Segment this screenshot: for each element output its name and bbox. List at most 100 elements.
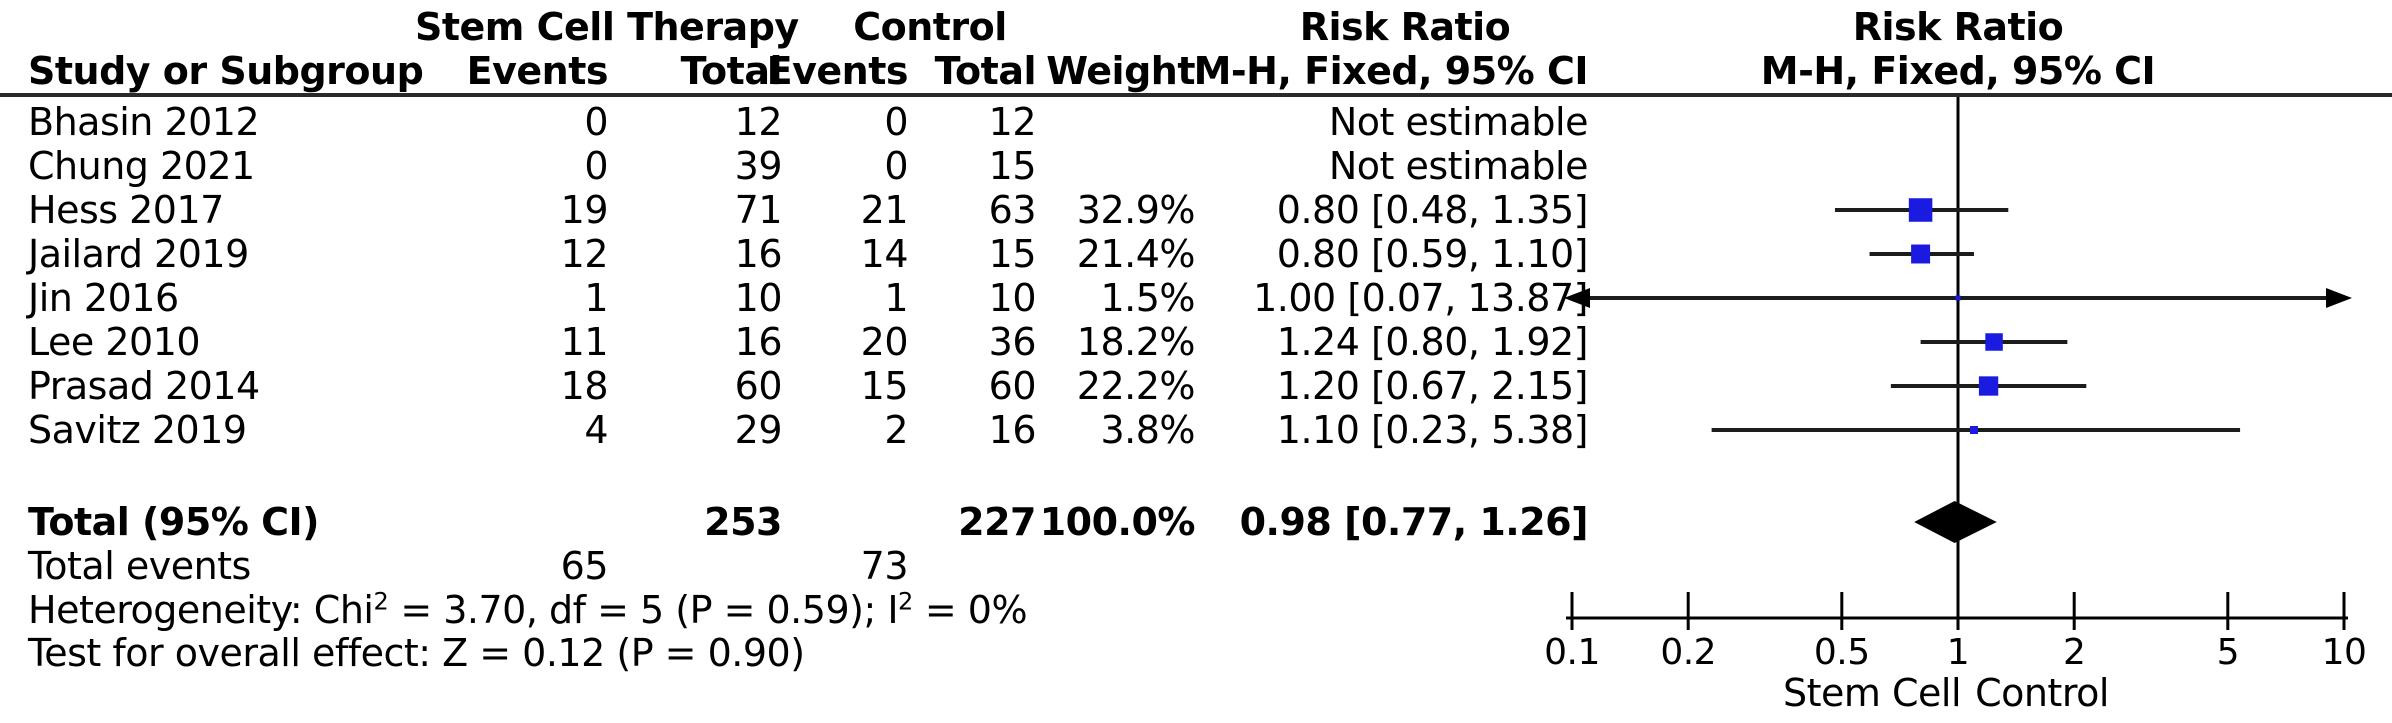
total-rr-ci: 0.98 [0.77, 1.26]	[1239, 500, 1589, 544]
overall-effect-text: Test for overall effect: Z = 0.12 (P = 0…	[28, 631, 805, 675]
total-ctl-cell: 10	[988, 276, 1037, 320]
col-header-weight: Weight	[1046, 49, 1195, 93]
rr-ci-cell: 1.20 [0.67, 2.15]	[1276, 364, 1589, 408]
rr-ci-cell: Not estimable	[1328, 144, 1589, 188]
group-header-row: Stem Cell Therapy Control Risk Ratio Ris…	[0, 5, 2392, 49]
events-ctl-cell: 2	[884, 408, 908, 452]
total-ctl-n: 227	[958, 500, 1036, 544]
rr-ci-cell: 0.80 [0.48, 1.35]	[1276, 188, 1589, 232]
rr-ci-cell: 1.10 [0.23, 5.38]	[1276, 408, 1589, 452]
total-exp-cell: 29	[734, 408, 783, 452]
i-superscript: 2	[898, 587, 914, 616]
total-exp-cell: 10	[734, 276, 783, 320]
events-ctl-cell: 14	[860, 232, 909, 276]
col-header-method: M-H, Fixed, 95% CI	[1193, 49, 1589, 93]
table-row: Jailard 2019 12 16 14 15 21.4% 0.80 [0.59, 1.1…	[0, 232, 2392, 276]
rr-ci-cell: 1.24 [0.80, 1.92]	[1276, 320, 1589, 364]
total-ctl-cell: 15	[988, 232, 1037, 276]
events-exp-cell: 11	[560, 320, 609, 364]
heterogeneity-line: Heterogeneity: Chi2 = 3.70, df = 5 (P = …	[28, 588, 2392, 632]
total-exp-cell: 12	[734, 100, 783, 144]
table-row: Prasad 2014 18 60 15 60 22.2% 1.20 [0.67, 2.15…	[0, 364, 2392, 408]
events-ctl-cell: 21	[860, 188, 909, 232]
study-name: Savitz 2019	[28, 408, 247, 452]
column-header-row: Study or Subgroup Events Total Events To…	[0, 49, 2392, 93]
heterogeneity-text-end: = 0%	[913, 588, 1028, 632]
total-exp-cell: 60	[734, 364, 783, 408]
group-header-control: Control	[853, 5, 1007, 49]
total-exp-cell: 16	[734, 320, 783, 364]
heterogeneity-text: Heterogeneity: Chi	[28, 588, 374, 632]
events-ctl-cell: 1	[884, 276, 908, 320]
group-header-risk-ratio: Risk Ratio	[1299, 5, 1511, 49]
events-ctl-cell: 15	[860, 364, 909, 408]
total-exp-cell: 39	[734, 144, 783, 188]
favours-left-label: Stem Cell	[1783, 671, 1961, 715]
events-exp-cell: 4	[584, 408, 608, 452]
weight-cell: 32.9%	[1076, 188, 1196, 232]
study-name: Prasad 2014	[28, 364, 260, 408]
total-ctl-cell: 63	[988, 188, 1037, 232]
plot-header-method: M-H, Fixed, 95% CI	[1760, 49, 2156, 93]
total-exp-cell: 71	[734, 188, 783, 232]
heterogeneity-text-mid: = 3.70, df = 5 (P = 0.59); I	[388, 588, 899, 632]
total-ctl-cell: 36	[988, 320, 1037, 364]
study-name: Lee 2010	[28, 320, 201, 364]
group-header-experimental: Stem Cell Therapy	[415, 5, 799, 49]
weight-cell	[975, 100, 1195, 144]
total-weight: 100.0%	[1039, 500, 1196, 544]
weight-cell: 21.4%	[1076, 232, 1196, 276]
events-ctl-cell: 20	[860, 320, 909, 364]
total-ctl-cell: 60	[988, 364, 1037, 408]
weight-cell: 22.2%	[1076, 364, 1196, 408]
total-events-exp: 65	[560, 544, 609, 588]
table-row: Savitz 2019 4 29 2 16 3.8% 1.10 [0.23, 5.38]	[0, 408, 2392, 452]
table-row: Jin 2016 1 10 1 10 1.5% 1.00 [0.07, 13.87]	[0, 276, 2392, 320]
study-name: Hess 2017	[28, 188, 224, 232]
weight-cell: 3.8%	[1100, 408, 1195, 452]
total-events-label: Total events	[28, 544, 251, 588]
col-header-study: Study or Subgroup	[28, 49, 424, 93]
table-row: Chung 2021 0 39 0 15 Not estimable	[0, 144, 2392, 188]
col-header-total-exp: Total	[680, 49, 783, 93]
table-row: Bhasin 2012 0 12 0 12 Not estimable	[0, 100, 2392, 144]
weight-cell: 1.5%	[1100, 276, 1195, 320]
weight-cell: 18.2%	[1076, 320, 1196, 364]
total-ctl-cell: 12	[988, 100, 1037, 144]
events-ctl-cell: 0	[884, 100, 908, 144]
events-exp-cell: 1	[584, 276, 608, 320]
col-header-events-exp: Events	[466, 49, 609, 93]
study-name: Jin 2016	[28, 276, 179, 320]
events-exp-cell: 19	[560, 188, 609, 232]
events-ctl-cell: 0	[884, 144, 908, 188]
header-divider	[0, 93, 2392, 97]
events-exp-cell: 18	[560, 364, 609, 408]
rr-ci-cell: Not estimable	[1328, 100, 1589, 144]
total-exp-n: 253	[704, 500, 782, 544]
study-name: Chung 2021	[28, 144, 255, 188]
table-row: Hess 2017 19 71 21 63 32.9% 0.80 [0.48, 1.35]	[0, 188, 2392, 232]
favours-right-label: Control	[1975, 671, 2109, 715]
events-exp-cell: 0	[584, 144, 608, 188]
plot-header-risk-ratio: Risk Ratio	[1852, 5, 2064, 49]
col-header-total-ctl: Total	[934, 49, 1037, 93]
col-header-events-ctl: Events	[766, 49, 909, 93]
total-ctl-cell: 15	[988, 144, 1037, 188]
events-exp-cell: 0	[584, 100, 608, 144]
study-name: Bhasin 2012	[28, 100, 260, 144]
weight-cell	[975, 144, 1195, 188]
total-events-ctl: 73	[860, 544, 909, 588]
total-exp-cell: 16	[734, 232, 783, 276]
chi-superscript: 2	[373, 587, 389, 616]
rr-ci-cell: 1.00 [0.07, 13.87]	[1253, 276, 1588, 320]
total-ctl-cell: 16	[988, 408, 1037, 452]
table-row: Lee 2010 11 16 20 36 18.2% 1.24 [0.80, 1.92]	[0, 320, 2392, 364]
rr-ci-cell: 0.80 [0.59, 1.10]	[1276, 232, 1589, 276]
overall-effect-line: Test for overall effect: Z = 0.12 (P = 0…	[28, 631, 2392, 675]
total-label: Total (95% CI)	[28, 500, 320, 544]
total-events-row: Total events 65 73	[0, 544, 2392, 588]
study-name: Jailard 2019	[28, 232, 249, 276]
total-row: Total (95% CI) 253 227 100.0% 0.98 [0.77…	[0, 500, 2392, 544]
events-exp-cell: 12	[560, 232, 609, 276]
